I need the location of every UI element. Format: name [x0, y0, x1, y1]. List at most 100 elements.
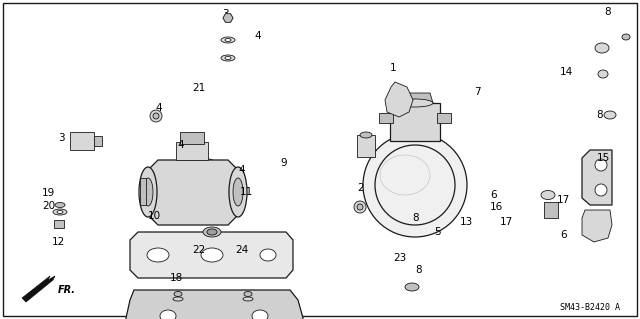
Text: 14: 14	[560, 67, 573, 77]
Ellipse shape	[354, 201, 366, 213]
Ellipse shape	[260, 249, 276, 261]
Polygon shape	[148, 160, 238, 225]
Bar	[390, 103, 440, 141]
Text: 11: 11	[240, 187, 253, 197]
Text: 1: 1	[390, 63, 397, 73]
Text: 22: 22	[192, 245, 205, 255]
Text: 21: 21	[192, 83, 205, 93]
Text: 8: 8	[415, 265, 422, 275]
Text: 5: 5	[434, 227, 440, 237]
Ellipse shape	[405, 283, 419, 291]
Polygon shape	[223, 18, 228, 22]
Polygon shape	[126, 290, 303, 319]
Ellipse shape	[153, 113, 159, 119]
Polygon shape	[223, 14, 228, 18]
Ellipse shape	[225, 39, 231, 41]
Text: 16: 16	[490, 202, 503, 212]
Polygon shape	[228, 18, 233, 22]
Ellipse shape	[53, 209, 67, 215]
Bar	[180, 132, 204, 144]
Ellipse shape	[55, 203, 65, 207]
Ellipse shape	[207, 229, 217, 235]
Ellipse shape	[604, 111, 616, 119]
Text: 19: 19	[42, 188, 55, 198]
Text: 4: 4	[254, 31, 260, 41]
Polygon shape	[582, 150, 612, 205]
Ellipse shape	[595, 43, 609, 53]
Text: 2: 2	[357, 183, 364, 193]
Text: 24: 24	[235, 245, 248, 255]
Polygon shape	[223, 14, 233, 22]
Polygon shape	[228, 14, 233, 18]
Ellipse shape	[229, 167, 247, 217]
Text: 8: 8	[412, 213, 419, 223]
Bar	[54, 220, 64, 228]
Ellipse shape	[357, 204, 363, 210]
Ellipse shape	[187, 159, 201, 167]
Text: 4: 4	[238, 165, 244, 175]
Text: 7: 7	[474, 87, 481, 97]
Ellipse shape	[203, 227, 221, 237]
Polygon shape	[225, 18, 230, 22]
Text: 4: 4	[177, 140, 184, 150]
Bar	[70, 132, 94, 150]
Bar	[176, 142, 208, 160]
Text: 13: 13	[460, 217, 473, 227]
Text: 9: 9	[280, 158, 287, 168]
Text: 3: 3	[222, 9, 228, 19]
Ellipse shape	[139, 167, 157, 217]
Ellipse shape	[201, 159, 215, 167]
Text: SM43-B2420 A: SM43-B2420 A	[560, 302, 620, 311]
Text: 10: 10	[148, 211, 161, 221]
Text: 8: 8	[596, 110, 603, 120]
Text: 6: 6	[490, 190, 497, 200]
Bar	[437, 113, 451, 123]
Polygon shape	[140, 178, 146, 205]
Ellipse shape	[201, 248, 223, 262]
Text: 15: 15	[597, 153, 611, 163]
Text: 4: 4	[155, 103, 162, 113]
Ellipse shape	[174, 292, 182, 296]
Polygon shape	[130, 232, 293, 278]
Circle shape	[363, 133, 467, 237]
Ellipse shape	[225, 56, 231, 60]
Text: 12: 12	[52, 237, 65, 247]
Ellipse shape	[150, 110, 162, 122]
Text: 20: 20	[42, 201, 55, 211]
Ellipse shape	[173, 297, 183, 301]
Ellipse shape	[360, 132, 372, 138]
Text: 3: 3	[58, 133, 65, 143]
Ellipse shape	[233, 178, 243, 206]
Text: FR.: FR.	[58, 285, 76, 295]
Text: 17: 17	[557, 195, 570, 205]
Circle shape	[595, 159, 607, 171]
Text: 8: 8	[604, 7, 611, 17]
Ellipse shape	[622, 34, 630, 40]
Ellipse shape	[57, 211, 63, 213]
Ellipse shape	[221, 55, 235, 61]
Ellipse shape	[397, 99, 433, 107]
Text: 6: 6	[560, 230, 566, 240]
Bar	[94, 136, 102, 146]
Ellipse shape	[244, 292, 252, 296]
Polygon shape	[397, 93, 433, 103]
Bar	[357, 135, 375, 157]
Text: 23: 23	[393, 253, 406, 263]
Polygon shape	[544, 202, 558, 218]
Ellipse shape	[252, 310, 268, 319]
Polygon shape	[582, 210, 612, 242]
Text: 18: 18	[170, 273, 183, 283]
Text: 17: 17	[500, 217, 513, 227]
Polygon shape	[225, 14, 230, 18]
Circle shape	[595, 184, 607, 196]
Polygon shape	[22, 276, 55, 302]
Ellipse shape	[143, 178, 153, 206]
Polygon shape	[385, 82, 413, 117]
Ellipse shape	[243, 297, 253, 301]
Ellipse shape	[598, 70, 608, 78]
Ellipse shape	[160, 310, 176, 319]
Ellipse shape	[147, 248, 169, 262]
Ellipse shape	[221, 37, 235, 43]
Ellipse shape	[541, 190, 555, 199]
Bar	[379, 113, 393, 123]
